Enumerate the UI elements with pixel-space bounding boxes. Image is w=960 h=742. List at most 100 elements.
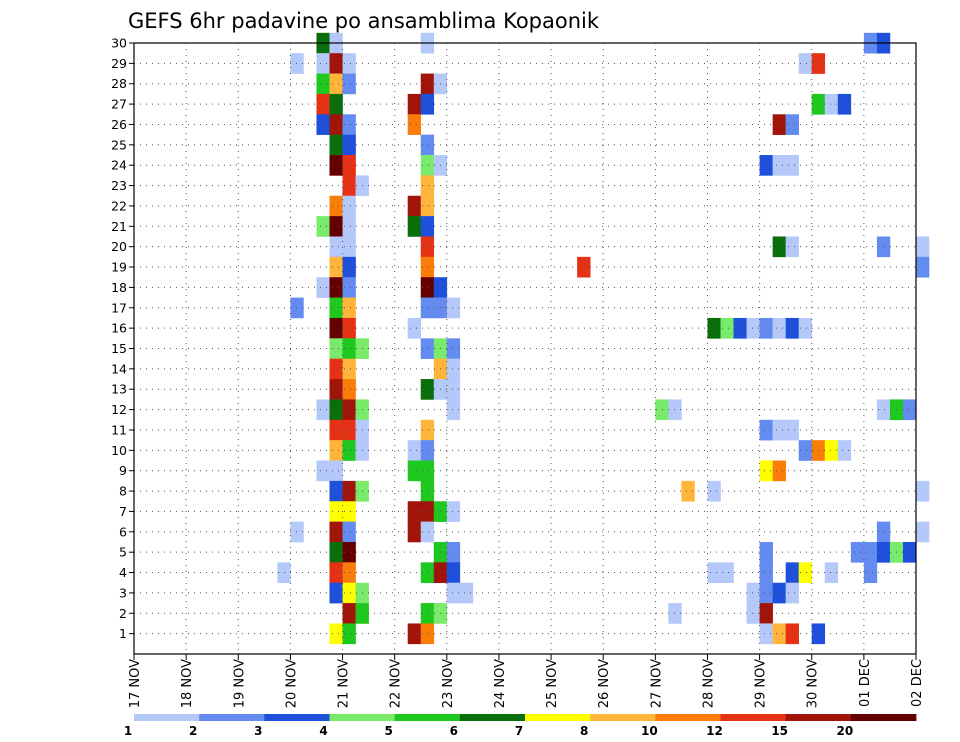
legend-label: 12 <box>706 724 723 738</box>
heatmap-cell <box>420 73 435 95</box>
y-tick-label: 6 <box>119 524 127 539</box>
heatmap-cell <box>407 501 422 522</box>
y-tick-label: 18 <box>111 280 127 295</box>
heatmap-cell <box>316 399 330 421</box>
color-legend: 1 2 3 4 5 6 7 8 10 12 15 20 <box>124 714 917 738</box>
heatmap-cell <box>863 541 878 563</box>
y-tick-label: 16 <box>111 321 127 336</box>
x-tick-label: 17 NOV <box>128 659 143 708</box>
chart-title: GEFS 6hr padavine po ansamblima Kopaonik <box>128 9 600 33</box>
heatmap-cell <box>329 53 343 74</box>
heatmap-cell <box>420 216 435 237</box>
heatmap-cell <box>655 399 669 421</box>
legend-swatch <box>199 714 265 721</box>
legend-label: 8 <box>580 724 588 738</box>
heatmap-cell <box>420 338 435 359</box>
legend-label: 20 <box>836 724 853 738</box>
legend-label: 7 <box>515 724 523 738</box>
x-tick-label: 30 NOV <box>806 659 821 708</box>
heatmap-cell <box>290 297 304 319</box>
y-tick-label: 22 <box>111 198 127 213</box>
heatmap-cell <box>707 480 721 502</box>
legend-swatch <box>134 714 200 721</box>
y-tick-label: 23 <box>111 178 127 193</box>
heatmap-cell <box>316 277 330 298</box>
heatmap-cell <box>759 603 773 624</box>
heatmap-cell <box>772 460 786 482</box>
y-tick-label: 26 <box>111 117 127 132</box>
heatmap-cell <box>420 379 435 400</box>
heatmap-cell <box>420 460 435 482</box>
heatmap-cell <box>746 317 760 339</box>
heatmap-cell <box>720 562 734 584</box>
heatmap-cell <box>342 216 356 237</box>
heatmap-cell <box>837 93 852 115</box>
heatmap-cell <box>420 440 435 461</box>
heatmap-cell <box>420 562 435 584</box>
heatmap-cell <box>785 114 799 135</box>
x-tick-label: 21 NOV <box>337 659 352 708</box>
heatmap-cell <box>446 541 461 563</box>
heatmap-cell <box>407 317 422 339</box>
heatmap-cell <box>785 236 799 258</box>
heatmap-cell <box>916 480 930 502</box>
heatmap-cell <box>420 623 435 645</box>
y-tick-label: 2 <box>119 606 127 621</box>
heatmap-cell <box>681 480 695 502</box>
heatmap-cell <box>342 73 356 95</box>
heatmap-cell <box>342 521 356 543</box>
heatmap-cell <box>342 358 356 380</box>
heatmap-cell <box>407 93 422 115</box>
y-tick-label: 3 <box>119 585 127 600</box>
heatmap-cell <box>420 521 435 543</box>
heatmap-cell <box>342 501 356 522</box>
heatmap-cell <box>916 256 930 278</box>
heatmap-cell <box>837 440 852 461</box>
heatmap-cell <box>342 195 356 217</box>
heatmap-cell <box>720 317 734 339</box>
heatmap-cell <box>798 53 813 74</box>
heatmap-cell <box>342 175 356 197</box>
heatmap-cell <box>420 277 435 298</box>
heatmap-cell <box>577 256 591 278</box>
y-tick-label: 4 <box>119 565 127 580</box>
heatmap-cell <box>329 419 343 441</box>
heatmap-cell <box>785 419 799 441</box>
heatmap-cell <box>342 134 356 156</box>
heatmap-cell <box>772 419 786 441</box>
x-tick-label: 27 NOV <box>649 659 664 708</box>
y-tick-label: 28 <box>111 76 127 91</box>
heatmap-cell <box>329 541 343 563</box>
heatmap-cell <box>824 440 839 461</box>
y-tick-label: 10 <box>111 443 127 458</box>
heatmap-cell <box>759 582 773 604</box>
heatmap-cell <box>329 521 343 543</box>
y-tick-label: 20 <box>111 239 127 254</box>
heatmap-cell <box>329 460 343 482</box>
heatmap-cell <box>798 562 813 584</box>
heatmap-cell <box>446 297 461 319</box>
x-tick-label: 26 NOV <box>597 659 612 708</box>
y-tick-label: 24 <box>111 158 127 173</box>
heatmap-cell <box>329 277 343 298</box>
heatmap-cell <box>420 236 435 258</box>
x-tick-label: 19 NOV <box>232 659 247 708</box>
heatmap-cell <box>329 440 343 461</box>
heatmap-cell <box>342 277 356 298</box>
x-tick-label: 01 DEC <box>858 659 873 707</box>
legend-swatch <box>590 714 656 721</box>
heatmap-cell <box>329 379 343 400</box>
heatmap-cell <box>407 440 422 461</box>
heatmap-cell <box>446 501 461 522</box>
heatmap-cell <box>329 256 343 278</box>
heatmap-cell <box>329 134 343 156</box>
heatmap-cell <box>329 297 343 319</box>
legend-swatch <box>785 714 852 721</box>
heatmap-cell <box>668 603 682 624</box>
heatmap-cell <box>420 93 435 115</box>
legend-swatch <box>720 714 787 721</box>
heatmap-cell <box>759 155 773 176</box>
legend-label: 6 <box>450 724 458 738</box>
heatmap-cell <box>407 460 422 482</box>
